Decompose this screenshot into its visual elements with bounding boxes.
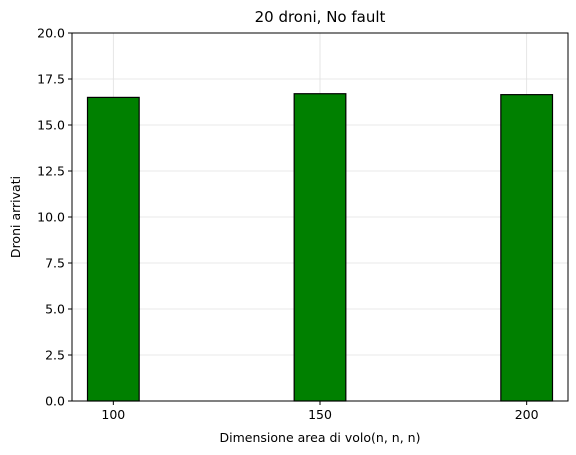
- x-axis-label: Dimensione area di volo(n, n, n): [220, 430, 421, 445]
- y-tick-label: 20.0: [37, 26, 65, 41]
- bar-200: [500, 94, 554, 402]
- y-tick-label: 7.5: [45, 256, 65, 271]
- y-tick-label: 15.0: [37, 118, 65, 133]
- y-axis-label: Droni arrivati: [8, 176, 23, 258]
- y-tick-label: 0.0: [45, 394, 65, 409]
- bar-150: [293, 93, 347, 402]
- x-tick-label: 200: [515, 407, 539, 422]
- x-tick-label: 100: [101, 407, 125, 422]
- y-tick-label: 5.0: [45, 302, 65, 317]
- bars: [86, 93, 554, 402]
- chart-title: 20 droni, No fault: [255, 8, 386, 26]
- y-tick-label: 17.5: [37, 72, 65, 87]
- y-tick-label: 10.0: [37, 210, 65, 225]
- y-axis-ticks: 0.0 2.5 5.0 7.5 10.0 12.5 15.0 17.5 20.0: [37, 26, 72, 409]
- y-tick-label: 12.5: [37, 164, 65, 179]
- x-axis-ticks: 100 150 200: [101, 401, 539, 422]
- x-tick-label: 150: [308, 407, 332, 422]
- y-tick-label: 2.5: [45, 348, 65, 363]
- bar-100: [86, 96, 140, 402]
